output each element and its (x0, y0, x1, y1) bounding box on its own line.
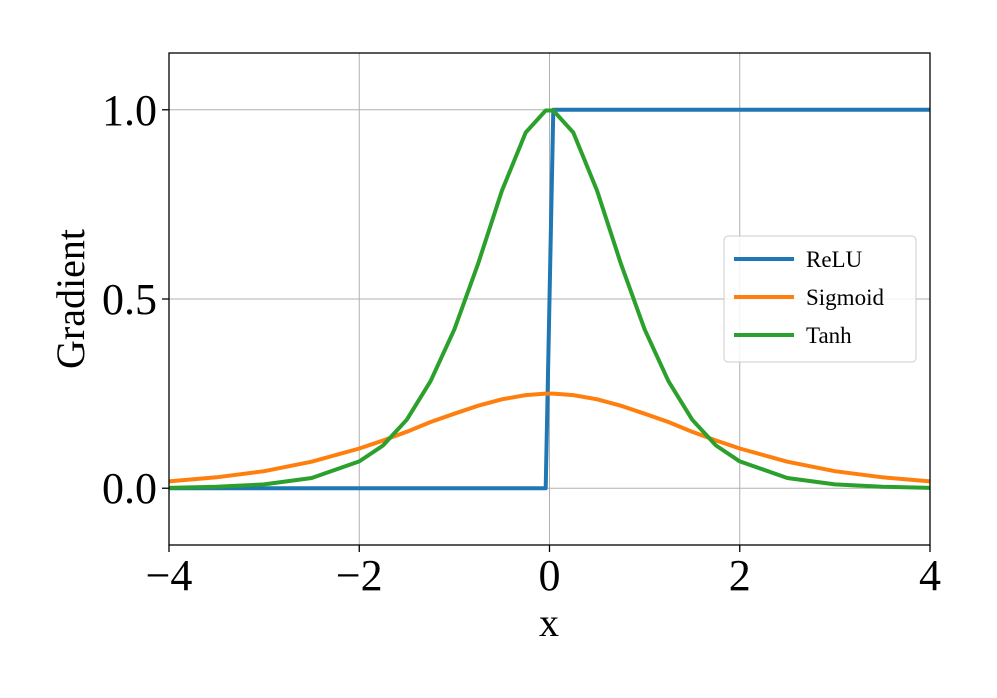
series-line-sigmoid (168, 391, 931, 484)
series-lines (168, 107, 931, 491)
legend-label-tanh: Tanh (806, 323, 852, 348)
x-axis-label: x (539, 600, 559, 645)
y-tick-label: 0.5 (102, 275, 157, 324)
legend-box (723, 235, 917, 363)
x-tick-label: 2 (729, 551, 751, 600)
x-tick-label: 4 (919, 551, 941, 600)
y-axis-label: Gradient (48, 229, 93, 369)
series-line-relu (169, 107, 930, 491)
x-tick-label: 0 (539, 551, 561, 600)
legend: ReLU Sigmoid Tanh (723, 235, 917, 363)
y-axis-ticks: 0.0 0.5 1.0 (102, 86, 169, 513)
series-line-tanh (168, 108, 931, 490)
y-tick-label: 1.0 (102, 86, 157, 135)
legend-label-sigmoid: Sigmoid (806, 285, 884, 310)
x-tick-label: −2 (336, 551, 383, 600)
legend-label-relu: ReLU (806, 247, 863, 272)
x-tick-label: −4 (146, 551, 193, 600)
x-axis-ticks: −4 −2 0 2 4 (146, 545, 941, 600)
y-tick-label: 0.0 (102, 464, 157, 513)
